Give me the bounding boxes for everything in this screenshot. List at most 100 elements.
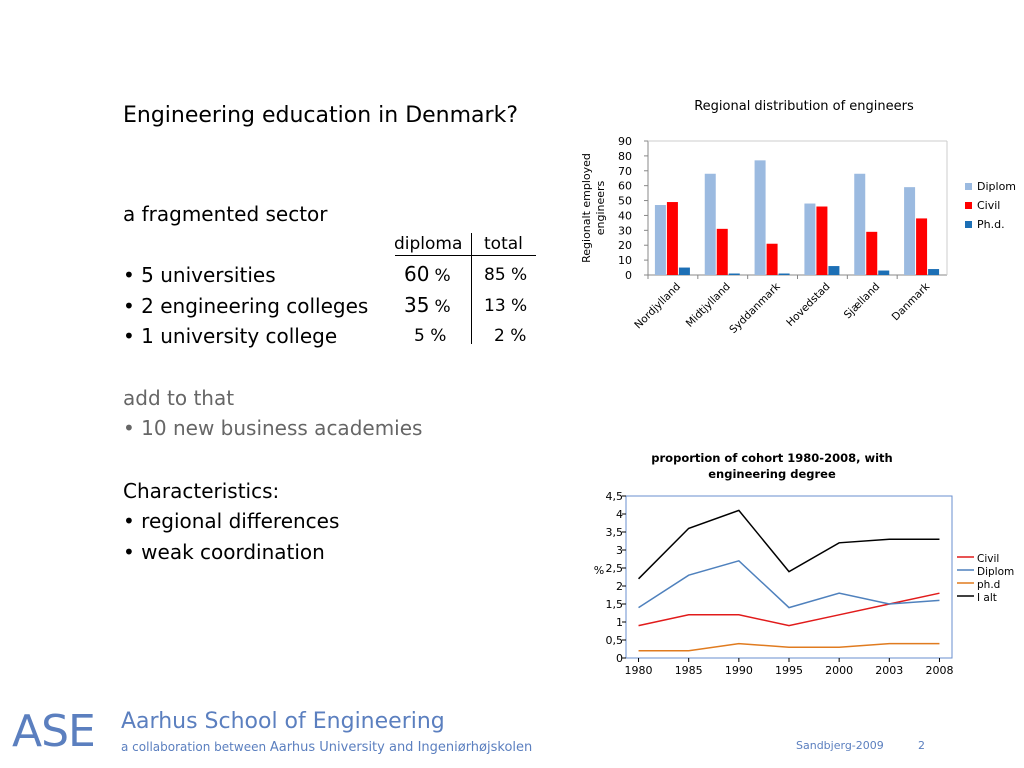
x-tick-label: 2000	[825, 664, 853, 677]
legend-label: Diplom	[977, 566, 1014, 578]
col-diploma-header: diploma	[394, 234, 463, 254]
legend-swatch	[965, 183, 972, 190]
row-label: 2 engineering colleges	[123, 294, 368, 318]
y-tick-label: 70	[618, 165, 632, 178]
y-tick-label: 2	[616, 580, 623, 593]
x-tick-label: Sjælland	[842, 281, 883, 322]
y-tick-label: 1	[616, 616, 623, 629]
y-tick-label: 3	[616, 544, 623, 557]
col-total-header: total	[484, 234, 523, 254]
chart-title: Regional distribution of engineers	[694, 99, 914, 114]
bar-chart: Regional distribution of engineers 0 10 20 3…	[580, 99, 1016, 336]
characteristics-heading: Characteristics:	[123, 479, 280, 503]
row-label: 5 universities	[123, 263, 275, 287]
chart-title: proportion of cohort 1980-2008, with	[651, 451, 892, 465]
bar	[878, 270, 890, 275]
x-tick-label: 1990	[725, 664, 753, 677]
x-tick-label: Hovedstad	[784, 281, 832, 329]
table-column-divider	[471, 233, 472, 344]
y-tick-label: 90	[618, 135, 632, 148]
bar	[904, 187, 916, 275]
y-tick-label: 20	[618, 239, 632, 252]
y-tick-label: 0,5	[606, 634, 624, 647]
add-item: 10 new business academies	[123, 416, 422, 440]
ase-logo: ASE	[12, 706, 96, 757]
bar	[778, 273, 790, 275]
legend-swatch	[965, 221, 972, 228]
y-tick-label: 0	[616, 652, 623, 665]
y-tick-label: 4,5	[606, 490, 624, 503]
y-axis-label: %	[594, 564, 604, 577]
x-tick-label-group: Danmark	[890, 280, 933, 323]
page-number: 2	[918, 739, 925, 752]
x-tick-label-group: Syddanmark	[727, 280, 783, 336]
row-total: 2 %	[494, 326, 527, 346]
table-header-rule	[395, 255, 536, 256]
line-chart: proportion of cohort 1980-2008, with engi…	[594, 451, 1021, 677]
series-line	[638, 592, 940, 627]
row-total: 13 %	[484, 296, 528, 316]
legend-box	[955, 549, 1021, 605]
school-name: Aarhus School of Engineering	[121, 709, 445, 734]
x-tick-label: 1985	[675, 664, 703, 677]
x-tick-label-group: Hovedstad	[784, 281, 832, 329]
x-tick-label: Midtjylland	[684, 281, 733, 330]
bar	[816, 206, 828, 275]
y-tick-label: 1,5	[606, 598, 624, 611]
chart-title-line2: engineering degree	[708, 467, 836, 481]
bar	[704, 173, 716, 275]
slide-title: Engineering education in Denmark?	[123, 103, 518, 128]
x-tick-label-group: Nordjylland	[632, 281, 683, 332]
bar	[804, 203, 816, 275]
y-tick-label: 4	[616, 508, 623, 521]
row-diploma: 60 %	[404, 262, 451, 286]
bar	[678, 267, 690, 275]
y-tick-label: 3,5	[606, 526, 624, 539]
row-label: 1 university college	[123, 324, 337, 348]
y-tick-label: 50	[618, 195, 632, 208]
bar	[928, 269, 940, 275]
y-tick-label: 2,5	[606, 562, 624, 575]
x-tick-label: Nordjylland	[632, 281, 683, 332]
y-tick-label: 30	[618, 224, 632, 237]
legend-swatch	[965, 202, 972, 209]
bar	[916, 218, 928, 275]
footer-date: Sandbjerg-2009	[796, 739, 884, 752]
plot-frame	[625, 495, 953, 659]
x-tick-label: 2003	[875, 664, 903, 677]
series-line	[638, 559, 940, 609]
add-heading: add to that	[123, 386, 235, 410]
row-diploma: 5 %	[414, 326, 447, 346]
bar	[666, 202, 678, 275]
bar	[854, 173, 866, 275]
x-tick-label: Danmark	[890, 280, 933, 323]
x-tick-label-group: Sjælland	[842, 281, 883, 322]
y-axis-label: Regionalt employed engineers	[580, 153, 607, 263]
bar	[728, 273, 740, 275]
bar	[828, 266, 840, 275]
series-line	[638, 509, 940, 580]
bar	[654, 205, 666, 275]
y-tick-label: 10	[618, 254, 632, 267]
y-tick-label: 80	[618, 150, 632, 163]
x-tick-label-group: Midtjylland	[684, 281, 733, 330]
x-tick-label: 1995	[775, 664, 803, 677]
legend-label: Ph.d.	[977, 218, 1005, 231]
legend-label: Diplom	[977, 180, 1016, 193]
row-total: 85 %	[484, 265, 528, 285]
series-line	[638, 642, 940, 652]
sector-heading: a fragmented sector	[123, 202, 328, 226]
bar	[716, 228, 728, 275]
x-tick-label: 2008	[925, 664, 953, 677]
legend-label: Civil	[977, 199, 1000, 212]
collaboration-line: a collaboration between Aarhus Universit…	[121, 740, 533, 755]
legend-label: ph.d	[977, 579, 1000, 591]
y-axis-label-line: Regionalt employed	[580, 153, 593, 263]
x-tick-label: Syddanmark	[727, 280, 783, 336]
y-axis-label-line: engineers	[594, 180, 607, 235]
bar	[754, 160, 766, 275]
legend-label: Civil	[977, 553, 999, 565]
y-tick-label: 0	[625, 269, 632, 282]
y-tick-label: 40	[618, 209, 632, 222]
bar	[766, 243, 778, 275]
